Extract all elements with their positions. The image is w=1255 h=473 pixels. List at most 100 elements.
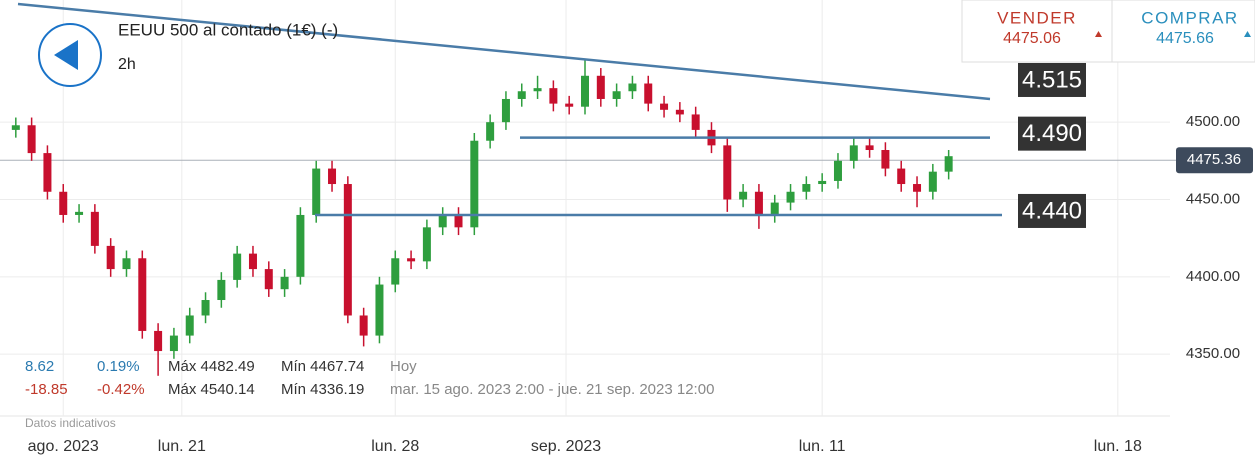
candle-body <box>264 269 273 290</box>
candle-body <box>359 315 368 336</box>
candle-body <box>517 91 526 99</box>
candle-body <box>549 88 558 104</box>
candle-body <box>90 211 99 246</box>
buy-button[interactable] <box>1111 0 1255 63</box>
annotation-box <box>1018 116 1086 151</box>
current-price-box <box>1176 147 1253 174</box>
candle-body <box>470 140 479 228</box>
stat: Máx 4482.49 <box>168 358 255 375</box>
candle-body <box>754 191 763 215</box>
trend-line <box>17 2 991 101</box>
stat: 8.62 <box>25 358 54 375</box>
sell-label: VENDER <box>997 8 1077 27</box>
candle-body <box>865 145 874 151</box>
candle-body <box>944 156 953 172</box>
candle-body <box>770 202 779 215</box>
buy-arrow <box>1244 31 1251 37</box>
candle-body <box>138 258 147 331</box>
candle-body <box>628 83 637 92</box>
candle-body <box>328 168 337 185</box>
stat: Mín 4336.19 <box>281 381 364 398</box>
candle-body <box>454 214 463 228</box>
candle-body <box>75 211 84 215</box>
x-tick-label: sep. 2023 <box>531 438 601 455</box>
candle-body <box>59 191 68 215</box>
instrument: EEUU 500 al contado (1€) (-) <box>118 20 338 39</box>
candle-body <box>833 160 842 181</box>
annotation-label: 4.490 <box>1022 120 1082 147</box>
candle-body <box>296 214 305 277</box>
x-tick-label: lun. 21 <box>158 438 206 455</box>
y-tick-label: 4350.00 <box>1186 345 1240 362</box>
candle-body <box>596 75 605 99</box>
candle-body <box>422 227 431 262</box>
plot: 4350.00 4400.00 4450.00 4500.00 ago. 2023 lun… <box>0 0 1253 455</box>
candle-body <box>565 103 574 107</box>
candle-body <box>928 171 937 192</box>
candle-body <box>675 109 684 115</box>
annotation-box <box>1018 193 1086 228</box>
candle-body <box>612 91 621 99</box>
stat: Hoy <box>390 358 417 375</box>
stat: -18.85 <box>25 381 68 398</box>
stat: -0.42% <box>97 381 145 398</box>
stat: Máx 4540.14 <box>168 381 255 398</box>
candle-body <box>407 258 416 262</box>
x-tick-label: lun. 11 <box>799 438 846 455</box>
candle-body <box>312 168 321 215</box>
y-tick-label: 4450.00 <box>1186 190 1240 207</box>
candle-body <box>913 184 922 192</box>
stat: 0.19% <box>97 358 140 375</box>
buy-price: 4475.66 <box>1156 30 1214 47</box>
annotation-label: 4.515 <box>1022 66 1082 93</box>
candle-body <box>818 180 827 185</box>
candle-body <box>391 258 400 285</box>
candle-body <box>248 253 257 270</box>
stat: mar. 15 ago. 2023 2:00 - jue. 21 sep. 20… <box>390 381 714 398</box>
candle-body <box>881 150 890 169</box>
candle-body <box>644 83 653 104</box>
candle-body <box>122 258 131 270</box>
candle-body <box>849 145 858 161</box>
candle-body <box>501 98 510 123</box>
candle-body <box>154 330 163 352</box>
candle-body <box>486 122 495 141</box>
back-icon <box>54 40 78 70</box>
candle-body <box>375 284 384 336</box>
buy-label: COMPRAR <box>1141 8 1238 27</box>
candle-body <box>533 88 542 92</box>
stat: Mín 4467.74 <box>281 358 364 375</box>
candle-body <box>343 184 352 316</box>
candle-body <box>169 335 178 352</box>
candle-body <box>233 253 242 280</box>
interval: 2h <box>118 56 136 73</box>
candle-body <box>185 315 194 336</box>
candle-body <box>581 75 589 107</box>
note: Datos indicativos <box>25 416 116 430</box>
y-tick-label: 4400.00 <box>1186 268 1240 285</box>
candle-body <box>27 125 36 154</box>
y-tick-label: 4500.00 <box>1186 113 1240 130</box>
candle-body <box>106 245 115 270</box>
annotation-box <box>1018 62 1086 97</box>
candle-body <box>691 114 700 130</box>
sell-price: 4475.06 <box>1003 30 1061 47</box>
candle-body <box>280 276 289 290</box>
current-price-label: 4475.36 <box>1187 151 1241 168</box>
candle-body <box>43 153 52 192</box>
x-tick-label: lun. 28 <box>371 438 419 455</box>
candle-body <box>802 184 811 192</box>
annotation-label: 4.440 <box>1022 197 1082 224</box>
candle-body <box>660 103 669 110</box>
x-tick-label: ago. 2023 <box>28 438 99 455</box>
candle-body <box>11 125 20 130</box>
candle-body <box>786 191 795 203</box>
candle-body <box>201 300 210 316</box>
x-tick-label: lun. 18 <box>1094 438 1142 455</box>
candle-body <box>723 145 732 200</box>
stats: 8.62 0.19% Máx 4482.49 Mín 4467.74 Hoy -… <box>25 358 714 430</box>
candle-body <box>217 279 226 301</box>
candle-body <box>897 168 906 185</box>
